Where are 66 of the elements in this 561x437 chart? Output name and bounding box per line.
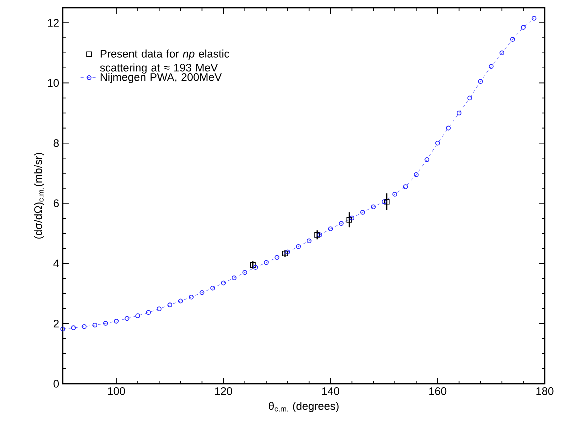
x-tick-label: 160	[430, 388, 447, 396]
point	[82, 324, 87, 330]
point	[296, 244, 302, 250]
point	[189, 294, 194, 300]
point	[124, 316, 130, 322]
y-axis-title: (dσ/dΩ)$_{c.m.}$(mb/sr)	[34, 153, 44, 239]
point	[532, 16, 537, 21]
point	[384, 199, 390, 205]
point	[168, 302, 172, 308]
point	[521, 25, 526, 30]
y-tick-label: 4	[54, 260, 60, 268]
point	[157, 306, 162, 312]
point	[446, 126, 451, 131]
point	[242, 270, 248, 276]
legend-label: Nijmegen PWA, 200MeV	[100, 73, 222, 84]
point	[318, 232, 322, 238]
point	[250, 262, 256, 268]
point	[274, 255, 280, 260]
point	[60, 326, 66, 332]
point	[286, 250, 290, 255]
point	[456, 110, 462, 116]
point	[328, 226, 334, 232]
point	[210, 286, 216, 291]
y-tick-label: 12	[48, 19, 59, 27]
point	[468, 96, 472, 101]
point	[382, 200, 387, 204]
x-tick-label: 140	[322, 388, 340, 396]
point	[392, 192, 398, 197]
point	[136, 314, 140, 318]
point	[232, 276, 237, 281]
point	[114, 319, 119, 324]
x-tick-label: 100	[108, 388, 126, 396]
point	[510, 37, 516, 42]
point	[489, 64, 494, 70]
point	[350, 216, 355, 221]
point	[339, 221, 344, 226]
point	[253, 265, 258, 270]
point	[403, 184, 408, 190]
point	[371, 204, 376, 210]
point	[435, 140, 440, 146]
point	[264, 260, 269, 266]
y-tick-label: 6	[54, 200, 59, 208]
point	[314, 232, 320, 238]
point	[282, 250, 288, 257]
point	[92, 322, 98, 328]
point	[414, 172, 419, 178]
point	[478, 79, 484, 84]
point	[500, 50, 505, 56]
point	[200, 290, 205, 296]
y-tick-label: 0	[54, 380, 60, 388]
x-tick-label: 180	[536, 388, 554, 396]
y-tick-label: 2	[54, 320, 59, 328]
x-tick-label: 120	[215, 388, 232, 396]
point	[346, 217, 352, 223]
legend-label: Present data for np elastic scattering at ≈ 193 MeV	[100, 50, 230, 74]
point	[146, 310, 152, 316]
y-tick-label: 8	[54, 139, 59, 148]
point	[221, 280, 226, 286]
y-tick-label: 10	[48, 79, 60, 88]
point	[103, 321, 108, 326]
point	[424, 158, 430, 162]
point	[178, 298, 184, 304]
x-axis-title: θ$_{c.m.}$ (degrees)	[269, 402, 339, 412]
point	[71, 326, 76, 330]
point	[360, 210, 366, 215]
point	[306, 238, 312, 244]
